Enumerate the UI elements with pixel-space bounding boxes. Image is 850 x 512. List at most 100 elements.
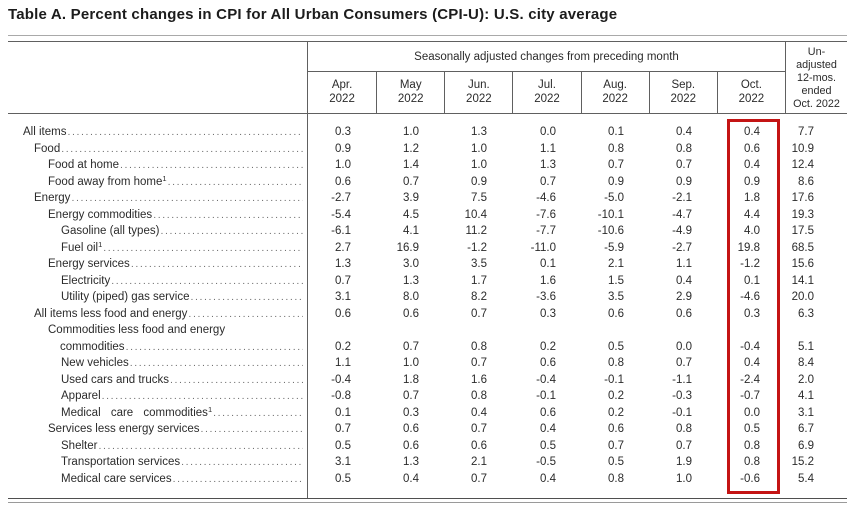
row-values: 1.0 1.4 1.0 1.3 0.7 0.7 0.4 12.4	[307, 157, 847, 174]
cell-12mo-value: 2.0	[798, 373, 814, 386]
table-header: Seasonally adjusted changes from precedi…	[8, 41, 847, 114]
row-label: Electricity	[61, 274, 111, 287]
row-values: 0.7 1.3 1.7 1.6 1.5 0.4 0.1 14.1	[307, 273, 847, 290]
table-row: Commodities less food and energy commodit…	[8, 322, 847, 355]
stub-header-cell	[8, 42, 308, 113]
cell-month-value: 1.3	[335, 258, 351, 270]
cell-month-value: 3.1	[335, 456, 351, 468]
cell-month-value: 4.0	[744, 225, 760, 237]
cell-month-value: 1.3	[403, 274, 419, 287]
cell-month-value: 1.0	[335, 159, 351, 171]
dot-leader	[188, 306, 303, 323]
month-abbr: Sep.	[671, 79, 696, 91]
column-header-month: Aug. 2022	[580, 72, 649, 113]
dot-leader	[61, 141, 303, 158]
cell-month-value: 3.0	[403, 258, 419, 270]
cell-month-value: 0.8	[471, 340, 487, 353]
cell-month-value: 0.7	[676, 357, 692, 369]
indent-spacer	[8, 207, 48, 224]
cell-month-value: 0.4	[676, 126, 692, 138]
cell-month-value: -0.6	[740, 472, 760, 485]
cell-month-value: -5.4	[331, 208, 351, 221]
cell-month-value: 0.0	[744, 406, 760, 419]
indent-spacer	[8, 355, 61, 372]
cell-month-value: 0.2	[335, 340, 351, 353]
row-label: Shelter	[61, 439, 98, 452]
cell-month-value: 0.8	[471, 390, 487, 402]
row-values: 0.3 1.0 1.3 0.0 0.1 0.4 0.4 7.7	[307, 124, 847, 141]
cell-month-value: 1.3	[471, 126, 487, 138]
cell-month-value: 0.8	[608, 357, 624, 369]
row-label: Energy commodities	[48, 208, 153, 221]
seasonally-adjusted-group: Seasonally adjusted changes from precedi…	[308, 42, 785, 113]
cell-12mo-value: 6.7	[798, 423, 814, 435]
row-label: Energy services	[48, 258, 130, 270]
row-label-block: Apparel	[8, 388, 307, 405]
cell-month-value: -0.4	[740, 340, 760, 353]
cell-month-value: 2.7	[335, 241, 351, 254]
row-label-block: Used cars and trucks	[8, 372, 307, 389]
cell-12mo-value: 7.7	[798, 126, 814, 138]
cell-month-value: 0.4	[403, 472, 419, 485]
cell-month-value: 0.2	[608, 390, 624, 402]
indent-spacer	[8, 141, 34, 158]
cell-month-value: 0.8	[676, 142, 692, 155]
cell-month-value: 4.1	[403, 225, 419, 237]
indent-spacer	[8, 289, 61, 306]
cell-month-value: -2.4	[740, 373, 760, 386]
cell-12mo-value: 10.9	[791, 142, 814, 155]
cell-month-value: -3.6	[536, 291, 556, 303]
row-values: -0.4 1.8 1.6 -0.4 -0.1 -1.1 -2.4 2.0	[307, 372, 847, 389]
cell-month-value: 0.7	[471, 307, 487, 320]
cell-month-value: -5.0	[604, 192, 624, 204]
row-label-block: Energy	[8, 190, 307, 207]
cell-month-value: -0.4	[331, 373, 351, 386]
cell-month-value: -7.7	[536, 225, 556, 237]
cell-month-value: 0.7	[608, 439, 624, 452]
row-label-block: Services less energy services	[8, 421, 307, 438]
cell-month-value: 1.3	[540, 159, 556, 171]
indent-spacer	[8, 157, 48, 174]
indent-spacer	[8, 256, 48, 273]
month-year: 2022	[466, 93, 492, 105]
cell-month-value: 0.8	[676, 423, 692, 435]
row-label: Used cars and trucks	[61, 373, 170, 386]
row-label: All items less food and energy	[34, 307, 188, 320]
month-year: 2022	[738, 93, 765, 105]
indent-spacer	[8, 273, 61, 290]
dot-leader	[103, 240, 303, 257]
cell-month-value: 1.8	[744, 192, 760, 204]
table-row: New vehicles 1.1 1.0 0.7 0.6 0.8 0.7 0.4 8.4	[8, 355, 847, 372]
cell-12mo-value: 17.5	[791, 225, 814, 237]
dot-leader	[102, 388, 303, 405]
cell-month-value: 0.9	[744, 175, 760, 188]
table-row: Used cars and trucks -0.4 1.8 1.6 -0.4 -0.1 -1…	[8, 372, 847, 389]
unadjusted-column-header: Un-adjusted 12-mos. ended Oct. 2022	[785, 42, 847, 113]
indent-spacer	[8, 124, 23, 141]
cell-month-value: 2.1	[608, 258, 624, 270]
column-header-month: Sep. 2022	[648, 72, 717, 113]
cell-month-value: 0.8	[608, 142, 624, 155]
indent-spacer	[8, 471, 61, 488]
indent-spacer	[8, 438, 61, 455]
row-label-block: Shelter	[8, 438, 307, 455]
cell-month-value: -11.0	[530, 241, 556, 254]
cell-month-value: 0.6	[335, 175, 351, 188]
month-year: 2022	[397, 93, 424, 105]
indent-spacer	[8, 388, 61, 405]
cell-month-value: 0.2	[608, 406, 624, 419]
dot-leader	[120, 157, 303, 174]
cell-month-value: 0.3	[540, 307, 556, 320]
cell-month-value: 3.5	[608, 291, 624, 303]
row-label-block: Medical care commodities1	[8, 405, 307, 422]
dot-leader	[181, 454, 303, 471]
cell-month-value: 1.0	[403, 126, 419, 138]
cell-month-value: 1.6	[471, 373, 487, 386]
footnote-marker: 1	[162, 173, 167, 183]
row-label-block: Electricity	[8, 273, 307, 290]
cell-month-value: -0.1	[672, 406, 692, 419]
row-values: 0.2 0.7 0.8 0.2 0.5 0.0 -0.4 5.1	[307, 339, 847, 356]
row-label: Utility (piped) gas service	[61, 291, 190, 303]
indent-spacer	[8, 339, 60, 356]
indent-spacer	[8, 372, 61, 389]
